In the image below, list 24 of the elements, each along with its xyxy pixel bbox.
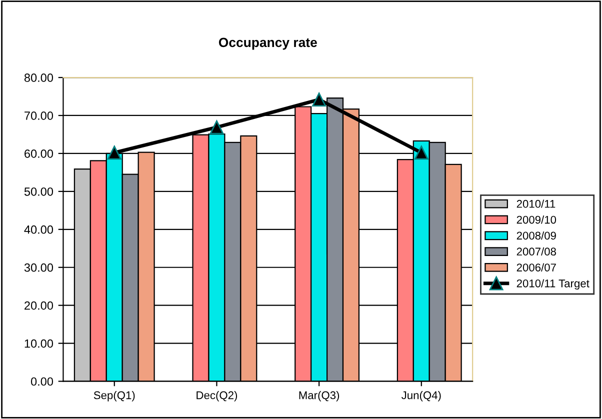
legend-label: 2010/11 Target [516, 279, 590, 290]
legend-label: 2010/11 [516, 200, 556, 208]
legend-label: 2006/07 [516, 263, 556, 272]
x-tick-label: Mar(Q3) [299, 391, 340, 402]
point [312, 92, 326, 106]
y-tick-label: 80.00 [24, 74, 54, 82]
x-tick-label: Jun(Q4) [402, 391, 441, 402]
y-tick-label: 60.00 [24, 149, 54, 158]
x-tick-label: Sep(Q1) [94, 391, 135, 402]
legend-label: 2009/10 [516, 216, 556, 224]
legend-label: 2007/08 [516, 247, 556, 256]
y-tick-label: 40.00 [24, 225, 54, 234]
point [107, 146, 122, 160]
y-tick-label: 10.00 [24, 339, 54, 348]
y-tick-label: 30.00 [24, 263, 54, 272]
y-tick-label: 0.00 [30, 377, 54, 386]
y-tick-label: 70.00 [24, 112, 54, 120]
point [414, 146, 428, 160]
y-tick-label: 20.00 [24, 301, 54, 310]
x-tick-label: Dec(Q2) [196, 391, 238, 402]
y-tick-label: 50.00 [24, 187, 54, 196]
legend-label: 2008/09 [516, 231, 556, 240]
chart-title: Occupancy rate [218, 38, 317, 50]
point [210, 120, 224, 134]
